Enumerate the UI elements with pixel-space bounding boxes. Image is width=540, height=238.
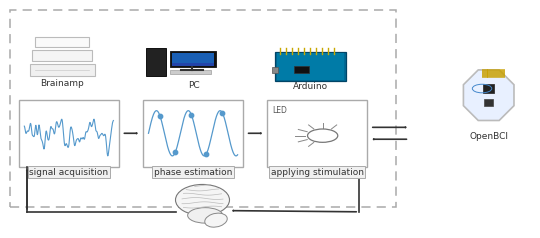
Bar [10,10,396,207]
Text: signal acquisition: signal acquisition [29,168,109,177]
Text: applying stimulation: applying stimulation [271,168,364,177]
Bar [143,100,243,167]
Point [187,113,195,116]
Bar [267,100,367,167]
Bar [484,99,493,106]
Bar [30,64,94,76]
Ellipse shape [188,208,223,223]
Bar [35,37,89,47]
Point [171,150,180,154]
Point [156,114,164,118]
Point [218,111,227,115]
Text: OpenBCI: OpenBCI [469,132,508,141]
Bar [172,63,214,66]
Text: PC: PC [188,81,200,90]
Bar [172,53,214,66]
Text: LED: LED [273,106,288,115]
Text: Arduino: Arduino [293,82,328,91]
Bar [483,84,494,93]
Point [202,152,211,156]
Bar [32,50,92,61]
Polygon shape [463,70,514,120]
Bar [146,48,166,76]
Ellipse shape [205,213,227,227]
Bar [170,70,211,74]
Text: phase estimation: phase estimation [154,168,232,177]
Bar [294,66,309,73]
Ellipse shape [176,184,230,215]
Bar [272,67,278,73]
Bar [170,51,216,67]
Text: Brainamp: Brainamp [40,79,84,88]
Bar [277,53,344,80]
Bar [19,100,119,167]
Bar [275,52,346,81]
